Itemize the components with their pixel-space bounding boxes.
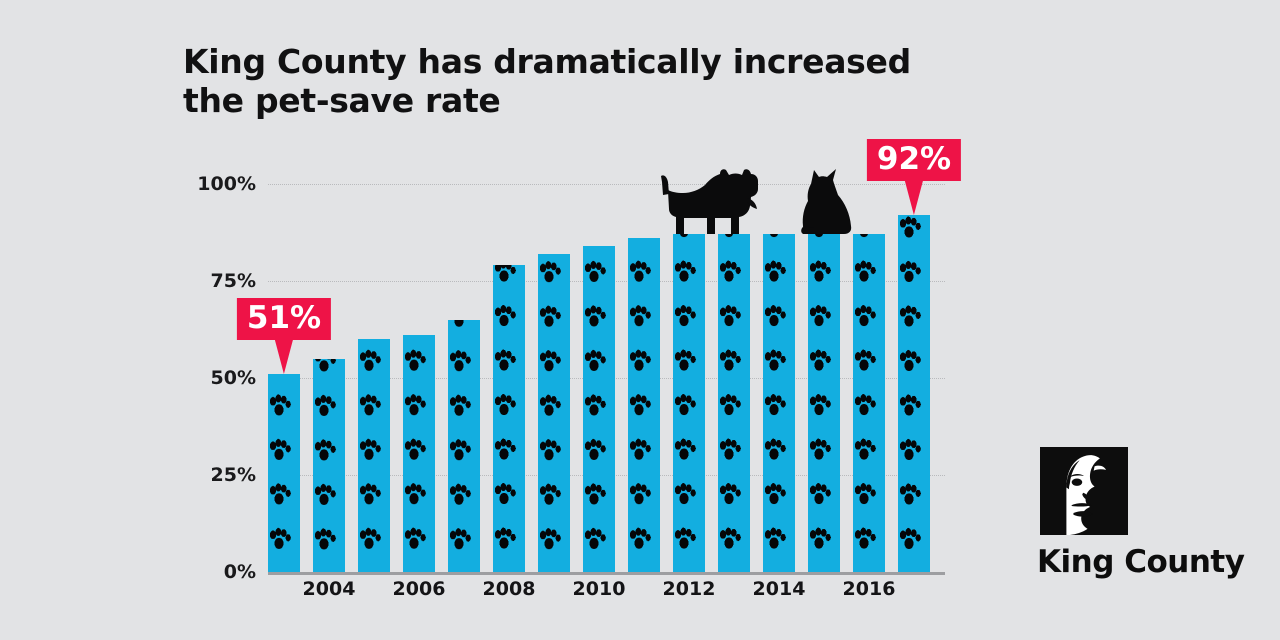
callout-label: 51% [236,298,332,341]
y-axis-label-0: 0% [223,561,256,583]
plot-area [268,184,945,572]
logo-wordmark: King County [1037,544,1245,580]
callout-92: 92% [866,139,962,216]
bar-2017[interactable] [898,215,930,572]
x-axis-label-2014: 2014 [752,578,806,600]
bar-2006[interactable] [403,335,435,572]
x-axis-label-2010: 2010 [572,578,626,600]
mlk-portrait-icon [1040,447,1128,535]
king-county-logo: King County [1037,447,1245,580]
page-title: King County has dramatically increased t… [183,42,983,120]
x-axis-label-2012: 2012 [662,578,716,600]
x-axis-label-2008: 2008 [482,578,536,600]
bar-2003[interactable] [268,374,300,572]
bar-2015[interactable] [808,234,840,572]
x-axis-label-2016: 2016 [842,578,896,600]
y-axis-label-100: 100% [197,173,256,195]
y-axis-label-75: 75% [210,270,256,292]
cat-silhouette [798,168,856,241]
bar-2007[interactable] [448,319,480,572]
bar-2011[interactable] [628,238,660,572]
bar-2010[interactable] [583,246,615,572]
bar-2004[interactable] [313,358,345,572]
callout-51: 51% [236,298,332,375]
x-axis-label-2006: 2006 [392,578,446,600]
bar-2008[interactable] [493,265,525,572]
bar-2016[interactable] [853,234,885,572]
bar-2009[interactable] [538,253,570,572]
bar-2014[interactable] [763,234,795,572]
callout-pointer [904,181,923,216]
y-axis-label-25: 25% [210,464,256,486]
gridline-100 [268,184,945,185]
y-axis-label-50: 50% [210,367,256,389]
bar-2012[interactable] [673,234,705,572]
x-axis-line [268,572,945,575]
x-axis-label-2004: 2004 [302,578,356,600]
callout-pointer [274,340,293,375]
callout-label: 92% [866,139,962,182]
bar-2005[interactable] [358,339,390,572]
dog-silhouette [659,168,763,241]
bar-2013[interactable] [718,234,750,572]
page-title-line-2: the pet-save rate [183,81,501,120]
bar-chart: 0% 25% 50% 75% 100% 2004 2006 2008 2010 2012 2014… [185,139,962,600]
page-title-line-1: King County has dramatically increased [183,42,911,81]
